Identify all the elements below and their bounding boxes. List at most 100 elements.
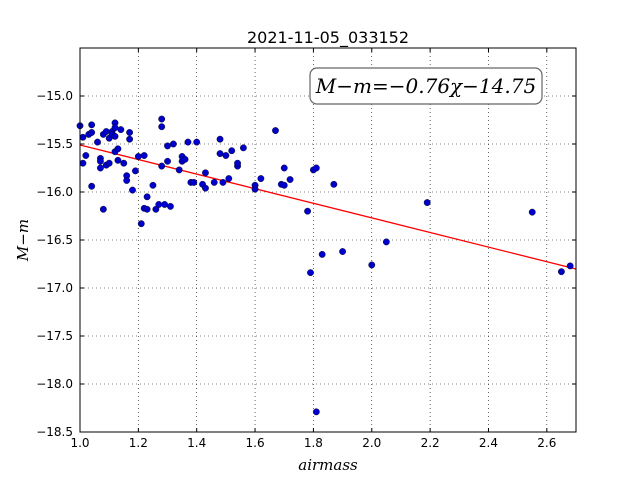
data-point xyxy=(114,145,122,153)
x-tick-label: 1.6 xyxy=(246,436,265,450)
data-point xyxy=(158,115,166,123)
data-point xyxy=(111,132,119,140)
y-axis-label: M−m xyxy=(14,219,32,262)
data-point xyxy=(164,157,171,165)
data-point xyxy=(222,152,230,159)
data-point xyxy=(239,144,247,152)
data-point xyxy=(79,159,87,167)
data-point xyxy=(216,150,224,158)
data-point xyxy=(184,138,192,146)
y-tick-label: −16.5 xyxy=(36,233,73,247)
data-point xyxy=(312,408,320,416)
fit-annotation-box: M−m=−0.76χ−14.75 xyxy=(309,67,543,105)
data-point xyxy=(190,178,198,186)
data-point xyxy=(202,184,209,192)
data-point xyxy=(339,248,346,255)
data-point xyxy=(566,262,574,270)
data-point xyxy=(312,164,320,172)
grid xyxy=(79,48,576,433)
y-tick-label: −15.0 xyxy=(36,89,73,103)
x-tick-label: 2.2 xyxy=(421,436,440,450)
data-point xyxy=(175,166,183,174)
x-tick-label: 1.8 xyxy=(304,436,323,450)
data-point xyxy=(164,142,171,150)
data-point xyxy=(126,129,134,136)
y-tick-label: −18.5 xyxy=(36,425,73,439)
data-point xyxy=(307,269,314,277)
data-point xyxy=(423,199,431,206)
chart-title: 2021-11-05_033152 xyxy=(247,28,409,48)
data-point xyxy=(140,152,148,159)
data-point xyxy=(318,250,326,258)
data-point xyxy=(102,128,110,135)
data-point xyxy=(132,167,139,175)
data-point xyxy=(161,201,169,208)
data-point xyxy=(88,121,96,129)
x-axis-label: airmass xyxy=(298,456,358,474)
data-point xyxy=(149,181,157,189)
data-point xyxy=(134,153,142,160)
data-point xyxy=(94,138,101,146)
y-tick-label: −15.5 xyxy=(36,137,73,151)
y-tick-label: −17.5 xyxy=(36,329,73,343)
x-tick-label: 2.0 xyxy=(362,436,381,450)
y-tick-label: −17.0 xyxy=(36,281,73,295)
data-point xyxy=(368,261,376,269)
data-point xyxy=(286,176,294,183)
data-point xyxy=(79,133,87,141)
x-tick-label: 2.6 xyxy=(537,436,556,450)
data-point xyxy=(280,164,288,172)
data-point xyxy=(181,155,189,163)
data-point xyxy=(123,177,131,184)
data-point xyxy=(129,186,136,194)
data-point xyxy=(272,127,279,134)
data-point xyxy=(82,152,90,159)
y-tick-label: −18.0 xyxy=(36,377,73,391)
data-point xyxy=(105,159,113,167)
data-point xyxy=(330,180,338,188)
x-tick-label: 2.4 xyxy=(479,436,498,450)
data-point xyxy=(202,169,209,177)
data-point xyxy=(158,162,166,170)
data-point xyxy=(143,205,151,213)
x-tick-label: 1.4 xyxy=(187,436,206,450)
data-point xyxy=(558,268,565,276)
data-point xyxy=(88,129,96,136)
data-point xyxy=(167,202,174,210)
fit-annotation-frame xyxy=(309,67,543,105)
data-point xyxy=(382,238,390,246)
x-tick-label: 1.2 xyxy=(129,436,148,450)
data-point xyxy=(88,182,96,190)
data-point xyxy=(97,157,104,165)
data-point xyxy=(114,156,122,164)
data-point xyxy=(257,175,265,182)
data-point xyxy=(111,124,119,132)
data-point xyxy=(155,201,163,208)
data-point xyxy=(216,135,224,143)
data-point xyxy=(280,181,288,189)
data-point xyxy=(304,207,311,215)
x-tick-label: 1.0 xyxy=(70,436,89,450)
data-point xyxy=(219,178,227,186)
data-point xyxy=(137,220,145,228)
data-point xyxy=(99,205,107,213)
data-point xyxy=(120,159,128,167)
data-point xyxy=(193,138,201,146)
data-point xyxy=(251,185,259,193)
data-point xyxy=(528,208,536,216)
data-point xyxy=(158,123,166,131)
data-point xyxy=(97,164,104,172)
data-point xyxy=(234,159,241,167)
data-point xyxy=(169,140,177,148)
fit-annotation: M−m=−0.76χ−14.75 xyxy=(315,74,536,98)
data-point xyxy=(126,135,134,143)
data-point xyxy=(117,126,125,134)
axis-ticks: 1.0 1.2 1.4 1.6 1.8 2.0 2.2 2.4 2.6 −15.0 −15.5 −16… xyxy=(36,48,576,450)
data-points xyxy=(76,115,574,416)
y-tick-label: −16.0 xyxy=(36,185,73,199)
data-point xyxy=(143,193,151,201)
data-point xyxy=(210,178,218,186)
data-point xyxy=(228,147,236,155)
data-point xyxy=(225,175,233,182)
